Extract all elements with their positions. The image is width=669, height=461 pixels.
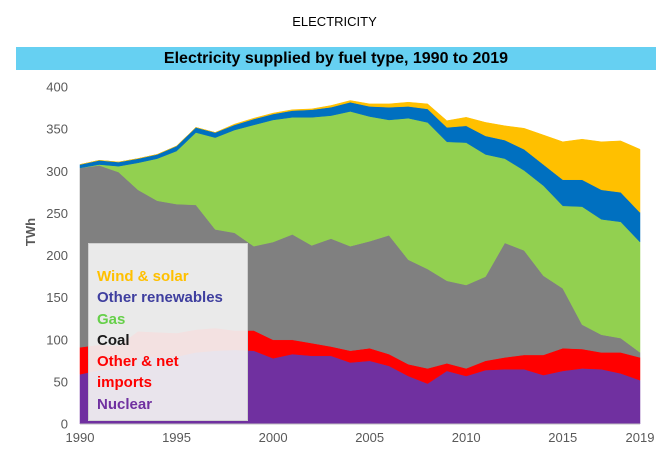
- y-tick-label-0: 0: [61, 417, 68, 432]
- legend-entry-5: Nuclear: [97, 395, 153, 413]
- legend-entry-2: Gas: [97, 310, 126, 328]
- chart-title: Electricity supplied by fuel type, 1990 …: [163, 50, 509, 67]
- y-axis-label: TWh: [23, 218, 38, 246]
- x-tick-label-4: 2010: [452, 430, 481, 445]
- y-tick-label-4: 200: [46, 248, 68, 263]
- x-tick-label-1: 1995: [162, 430, 191, 445]
- legend-entry-4: Other & net imports: [97, 353, 179, 392]
- x-tick-label-0: 1990: [66, 430, 95, 445]
- chart-legend: Wind & solar Other renewables Gas Coal Other…: [88, 243, 248, 421]
- chart-supertitle: ELECTRICITY: [292, 14, 377, 29]
- y-tick-label-1: 50: [54, 374, 68, 389]
- y-tick-label-3: 150: [46, 290, 68, 305]
- y-tick-labels: 0 50 100 150 200 250 300 350 400: [46, 80, 68, 432]
- legend-entry-0: Wind & solar: [97, 268, 189, 285]
- y-tick-label-6: 300: [46, 164, 68, 179]
- chart-title-bar: Electricity supplied by fuel type, 1990 …: [16, 47, 656, 70]
- y-tick-label-2: 100: [46, 332, 68, 347]
- area-series-5: [79, 100, 641, 214]
- x-tick-labels: 1990 1995 2000 2005 2010 2015 2019: [66, 430, 655, 445]
- x-tick-label-6: 2019: [626, 430, 655, 445]
- y-tick-label-5: 250: [46, 206, 68, 221]
- legend-entry-1: Other renewables: [97, 289, 223, 307]
- x-tick-label-2: 2000: [259, 430, 288, 445]
- y-tick-label-8: 400: [46, 80, 68, 95]
- x-tick-label-3: 2005: [355, 430, 384, 445]
- y-tick-label-7: 350: [46, 122, 68, 137]
- x-tick-label-5: 2015: [548, 430, 577, 445]
- legend-entry-3: Coal: [97, 331, 130, 349]
